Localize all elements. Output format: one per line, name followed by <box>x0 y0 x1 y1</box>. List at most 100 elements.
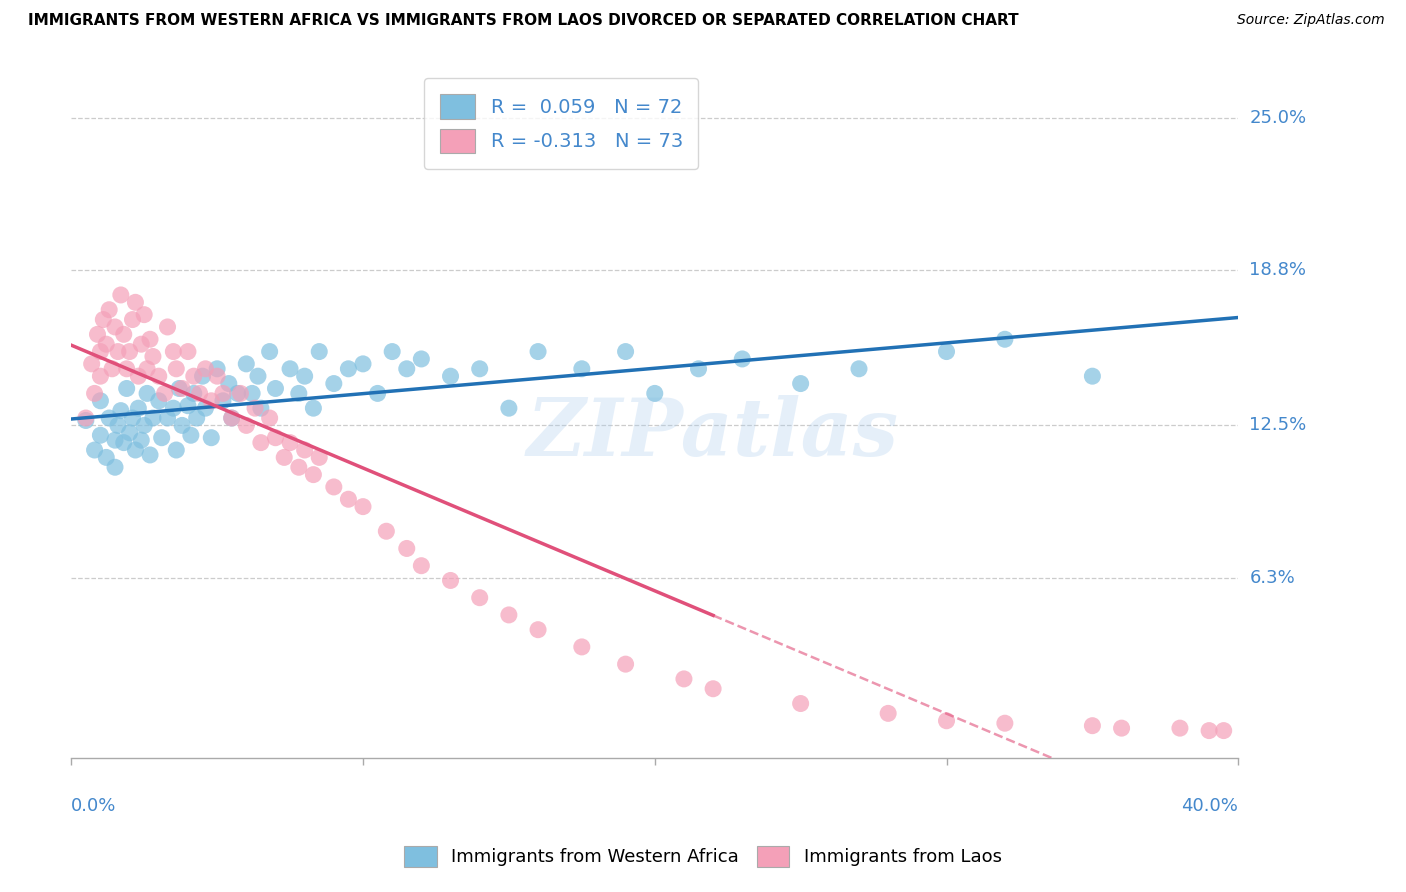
Point <box>527 344 550 359</box>
Point <box>156 320 179 334</box>
Point <box>468 591 491 605</box>
Point <box>172 418 194 433</box>
Point <box>259 411 281 425</box>
Point <box>75 413 97 427</box>
Text: 18.8%: 18.8% <box>1250 261 1306 279</box>
Point <box>322 480 344 494</box>
Point <box>136 361 159 376</box>
Point <box>395 361 418 376</box>
Point <box>112 435 135 450</box>
Point <box>212 386 235 401</box>
Point <box>439 369 461 384</box>
Point <box>167 382 190 396</box>
Point <box>177 399 200 413</box>
Point <box>935 714 957 728</box>
Point <box>527 623 550 637</box>
Point <box>172 382 194 396</box>
Point <box>644 386 666 401</box>
Point <box>375 524 398 539</box>
Point <box>127 401 149 416</box>
Point <box>308 344 330 359</box>
Point <box>194 401 217 416</box>
Text: ZIPatlas: ZIPatlas <box>527 395 900 473</box>
Point <box>91 312 114 326</box>
Point <box>259 344 281 359</box>
Point <box>264 431 287 445</box>
Point <box>337 492 360 507</box>
Point <box>226 386 249 401</box>
Point <box>614 344 637 359</box>
Point <box>337 361 360 376</box>
Point <box>294 369 316 384</box>
Point <box>877 706 900 721</box>
Point <box>110 403 132 417</box>
Point <box>468 361 491 376</box>
Point <box>672 672 695 686</box>
Point <box>186 411 208 425</box>
Point <box>571 361 593 376</box>
Point <box>294 443 316 458</box>
Point <box>194 361 217 376</box>
Point <box>302 401 325 416</box>
Point <box>1168 721 1191 735</box>
Point <box>1081 719 1104 733</box>
Point <box>498 607 520 622</box>
Point <box>118 425 141 440</box>
Point <box>142 411 165 425</box>
Point <box>439 574 461 588</box>
Point <box>278 435 301 450</box>
Point <box>162 344 184 359</box>
Point <box>205 361 228 376</box>
Point <box>89 369 111 384</box>
Point <box>250 401 273 416</box>
Point <box>177 344 200 359</box>
Point <box>212 393 235 408</box>
Point <box>235 357 257 371</box>
Point <box>115 382 138 396</box>
Text: 25.0%: 25.0% <box>1250 109 1306 127</box>
Point <box>411 558 433 573</box>
Point <box>571 640 593 654</box>
Point <box>789 697 811 711</box>
Point <box>381 344 404 359</box>
Point <box>411 351 433 366</box>
Point <box>352 500 374 514</box>
Point <box>96 450 118 465</box>
Point <box>75 411 97 425</box>
Point <box>112 327 135 342</box>
Point <box>250 435 273 450</box>
Legend: R =  0.059   N = 72, R = -0.313   N = 73: R = 0.059 N = 72, R = -0.313 N = 73 <box>425 78 699 169</box>
Point <box>80 357 103 371</box>
Text: 0.0%: 0.0% <box>72 797 117 814</box>
Point <box>86 327 108 342</box>
Point <box>165 443 187 458</box>
Point <box>165 361 187 376</box>
Point <box>302 467 325 482</box>
Point <box>129 337 152 351</box>
Text: Source: ZipAtlas.com: Source: ZipAtlas.com <box>1237 13 1385 28</box>
Point <box>121 411 143 425</box>
Point <box>134 308 156 322</box>
Point <box>200 393 222 408</box>
Point <box>104 433 127 447</box>
Point <box>221 411 243 425</box>
Point <box>308 450 330 465</box>
Text: 40.0%: 40.0% <box>1181 797 1239 814</box>
Point <box>180 428 202 442</box>
Point <box>1212 723 1234 738</box>
Point <box>83 386 105 401</box>
Point <box>148 393 170 408</box>
Point <box>156 411 179 425</box>
Point <box>221 411 243 425</box>
Point <box>183 386 205 401</box>
Point <box>134 418 156 433</box>
Point <box>1111 721 1133 735</box>
Point <box>188 386 211 401</box>
Point <box>205 369 228 384</box>
Point <box>288 460 311 475</box>
Point <box>150 431 173 445</box>
Text: 12.5%: 12.5% <box>1250 417 1306 434</box>
Point <box>218 376 240 391</box>
Point <box>162 401 184 416</box>
Point <box>1081 369 1104 384</box>
